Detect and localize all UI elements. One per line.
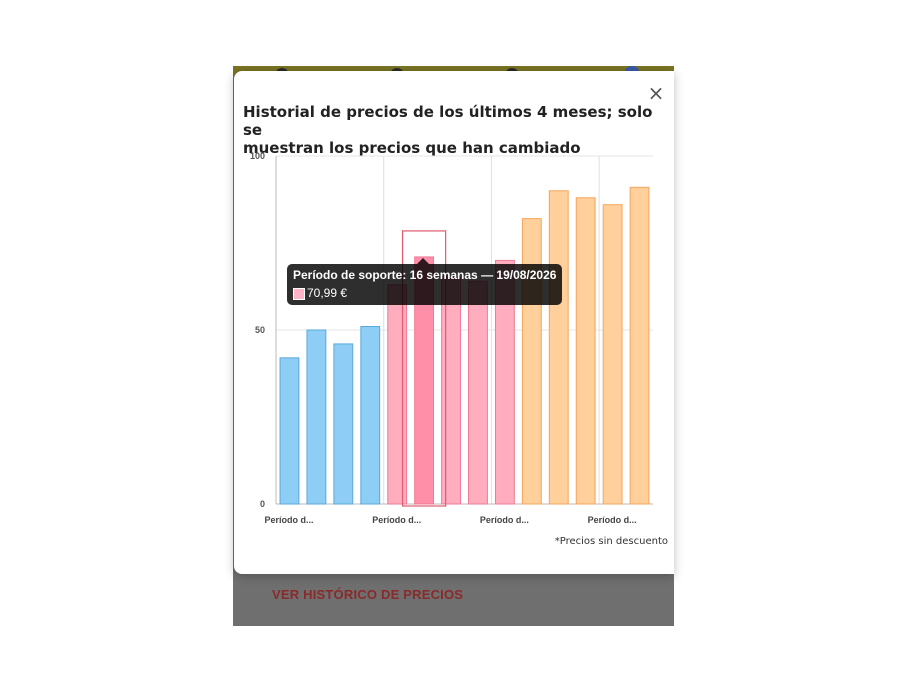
bar xyxy=(602,204,623,505)
bar xyxy=(387,284,408,505)
chart-tooltip: Período de soporte: 16 semanas — 19/08/2… xyxy=(287,258,562,305)
bar-hover-highlight xyxy=(401,230,447,507)
x-tick-label: Período d... xyxy=(588,515,637,525)
bar xyxy=(468,280,488,505)
y-tick-label: 0 xyxy=(260,499,265,509)
bar xyxy=(441,277,461,505)
bar xyxy=(521,218,542,505)
price-history-modal: × Historial de precios de los últimos 4 … xyxy=(234,71,674,574)
y-tick-label: 100 xyxy=(250,151,265,161)
tooltip-swatch xyxy=(293,288,305,300)
tooltip-caret xyxy=(417,258,429,264)
x-tick-label: Período d... xyxy=(264,515,313,525)
tooltip-value: 70,99 € xyxy=(307,286,348,300)
bar xyxy=(548,190,569,505)
close-icon[interactable]: × xyxy=(647,81,665,105)
price-chart: 0 50 100 Período d... Período d... Período d.… xyxy=(250,151,653,525)
bar xyxy=(629,186,650,505)
bar xyxy=(279,357,300,505)
y-tick-label: 50 xyxy=(255,325,265,335)
modal-title-line-2: muestran los precios que han cambiado xyxy=(243,139,581,157)
bar xyxy=(333,343,354,505)
modal-title-line-1: Historial de precios de los últimos 4 me… xyxy=(243,103,653,139)
x-tick-label: Período d... xyxy=(372,515,421,525)
bar xyxy=(360,326,381,505)
chart-footnote: *Precios sin descuento xyxy=(554,536,668,547)
modal-title: Historial de precios de los últimos 4 me… xyxy=(243,103,653,157)
x-tick-label: Período d... xyxy=(480,515,529,525)
bar xyxy=(575,197,596,505)
price-history-link[interactable]: VER HISTÓRICO DE PRECIOS xyxy=(272,587,464,602)
bar xyxy=(494,259,515,505)
bar xyxy=(306,329,327,505)
tooltip-title: Período de soporte: 16 semanas — 19/08/2… xyxy=(293,268,557,282)
bar xyxy=(414,256,435,505)
